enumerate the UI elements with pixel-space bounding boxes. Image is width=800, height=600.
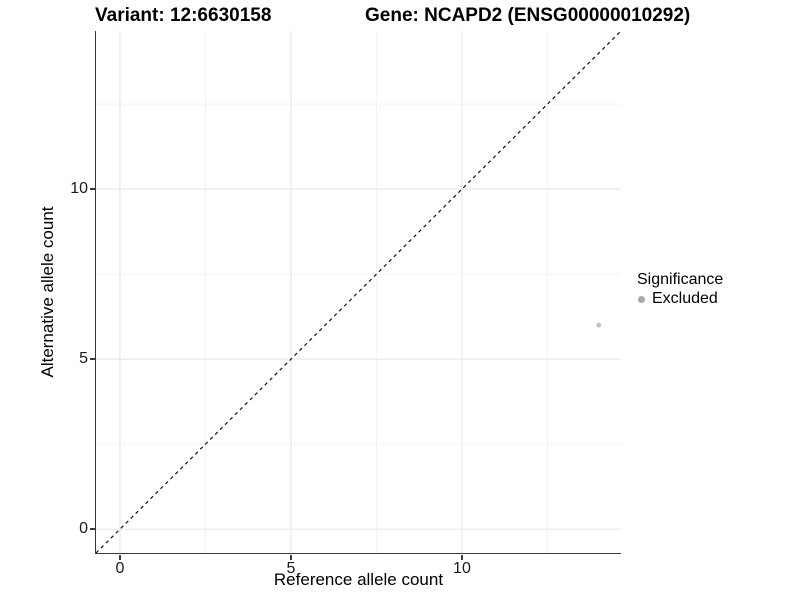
- x-axis-tick-label: 10: [453, 560, 471, 577]
- y-axis-tick-label: 10: [70, 180, 88, 198]
- x-axis-tick-label: 0: [115, 560, 125, 577]
- identity-dashed-line: [95, 31, 621, 553]
- legend-item-excluded: Excluded: [637, 290, 723, 308]
- y-axis-tick: [89, 528, 95, 530]
- legend: Significance Excluded: [637, 271, 723, 308]
- y-axis-tick-label: 5: [79, 350, 88, 368]
- y-axis-title: Alternative allele count: [38, 206, 57, 378]
- x-axis-title: Reference allele count: [273, 570, 444, 589]
- x-axis-tick: [119, 554, 121, 560]
- y-axis-tick-label: 0: [79, 520, 88, 538]
- data-point: [595, 322, 601, 328]
- plot-title-variant: Variant: 12:6630158: [95, 5, 272, 26]
- plot-area-svg: [95, 31, 621, 553]
- x-axis-tick: [290, 554, 292, 560]
- legend-item-label: Excluded: [652, 290, 718, 307]
- y-axis-tick: [89, 358, 95, 360]
- legend-title: Significance: [637, 271, 724, 288]
- x-axis-tick: [461, 554, 463, 560]
- y-axis-tick: [89, 188, 95, 190]
- plot-panel: [94, 31, 621, 554]
- plot-title-gene: Gene: NCAPD2 (ENSG00000010292): [365, 5, 691, 26]
- x-axis-tick-label: 5: [286, 560, 296, 577]
- legend-point-icon: [638, 295, 645, 303]
